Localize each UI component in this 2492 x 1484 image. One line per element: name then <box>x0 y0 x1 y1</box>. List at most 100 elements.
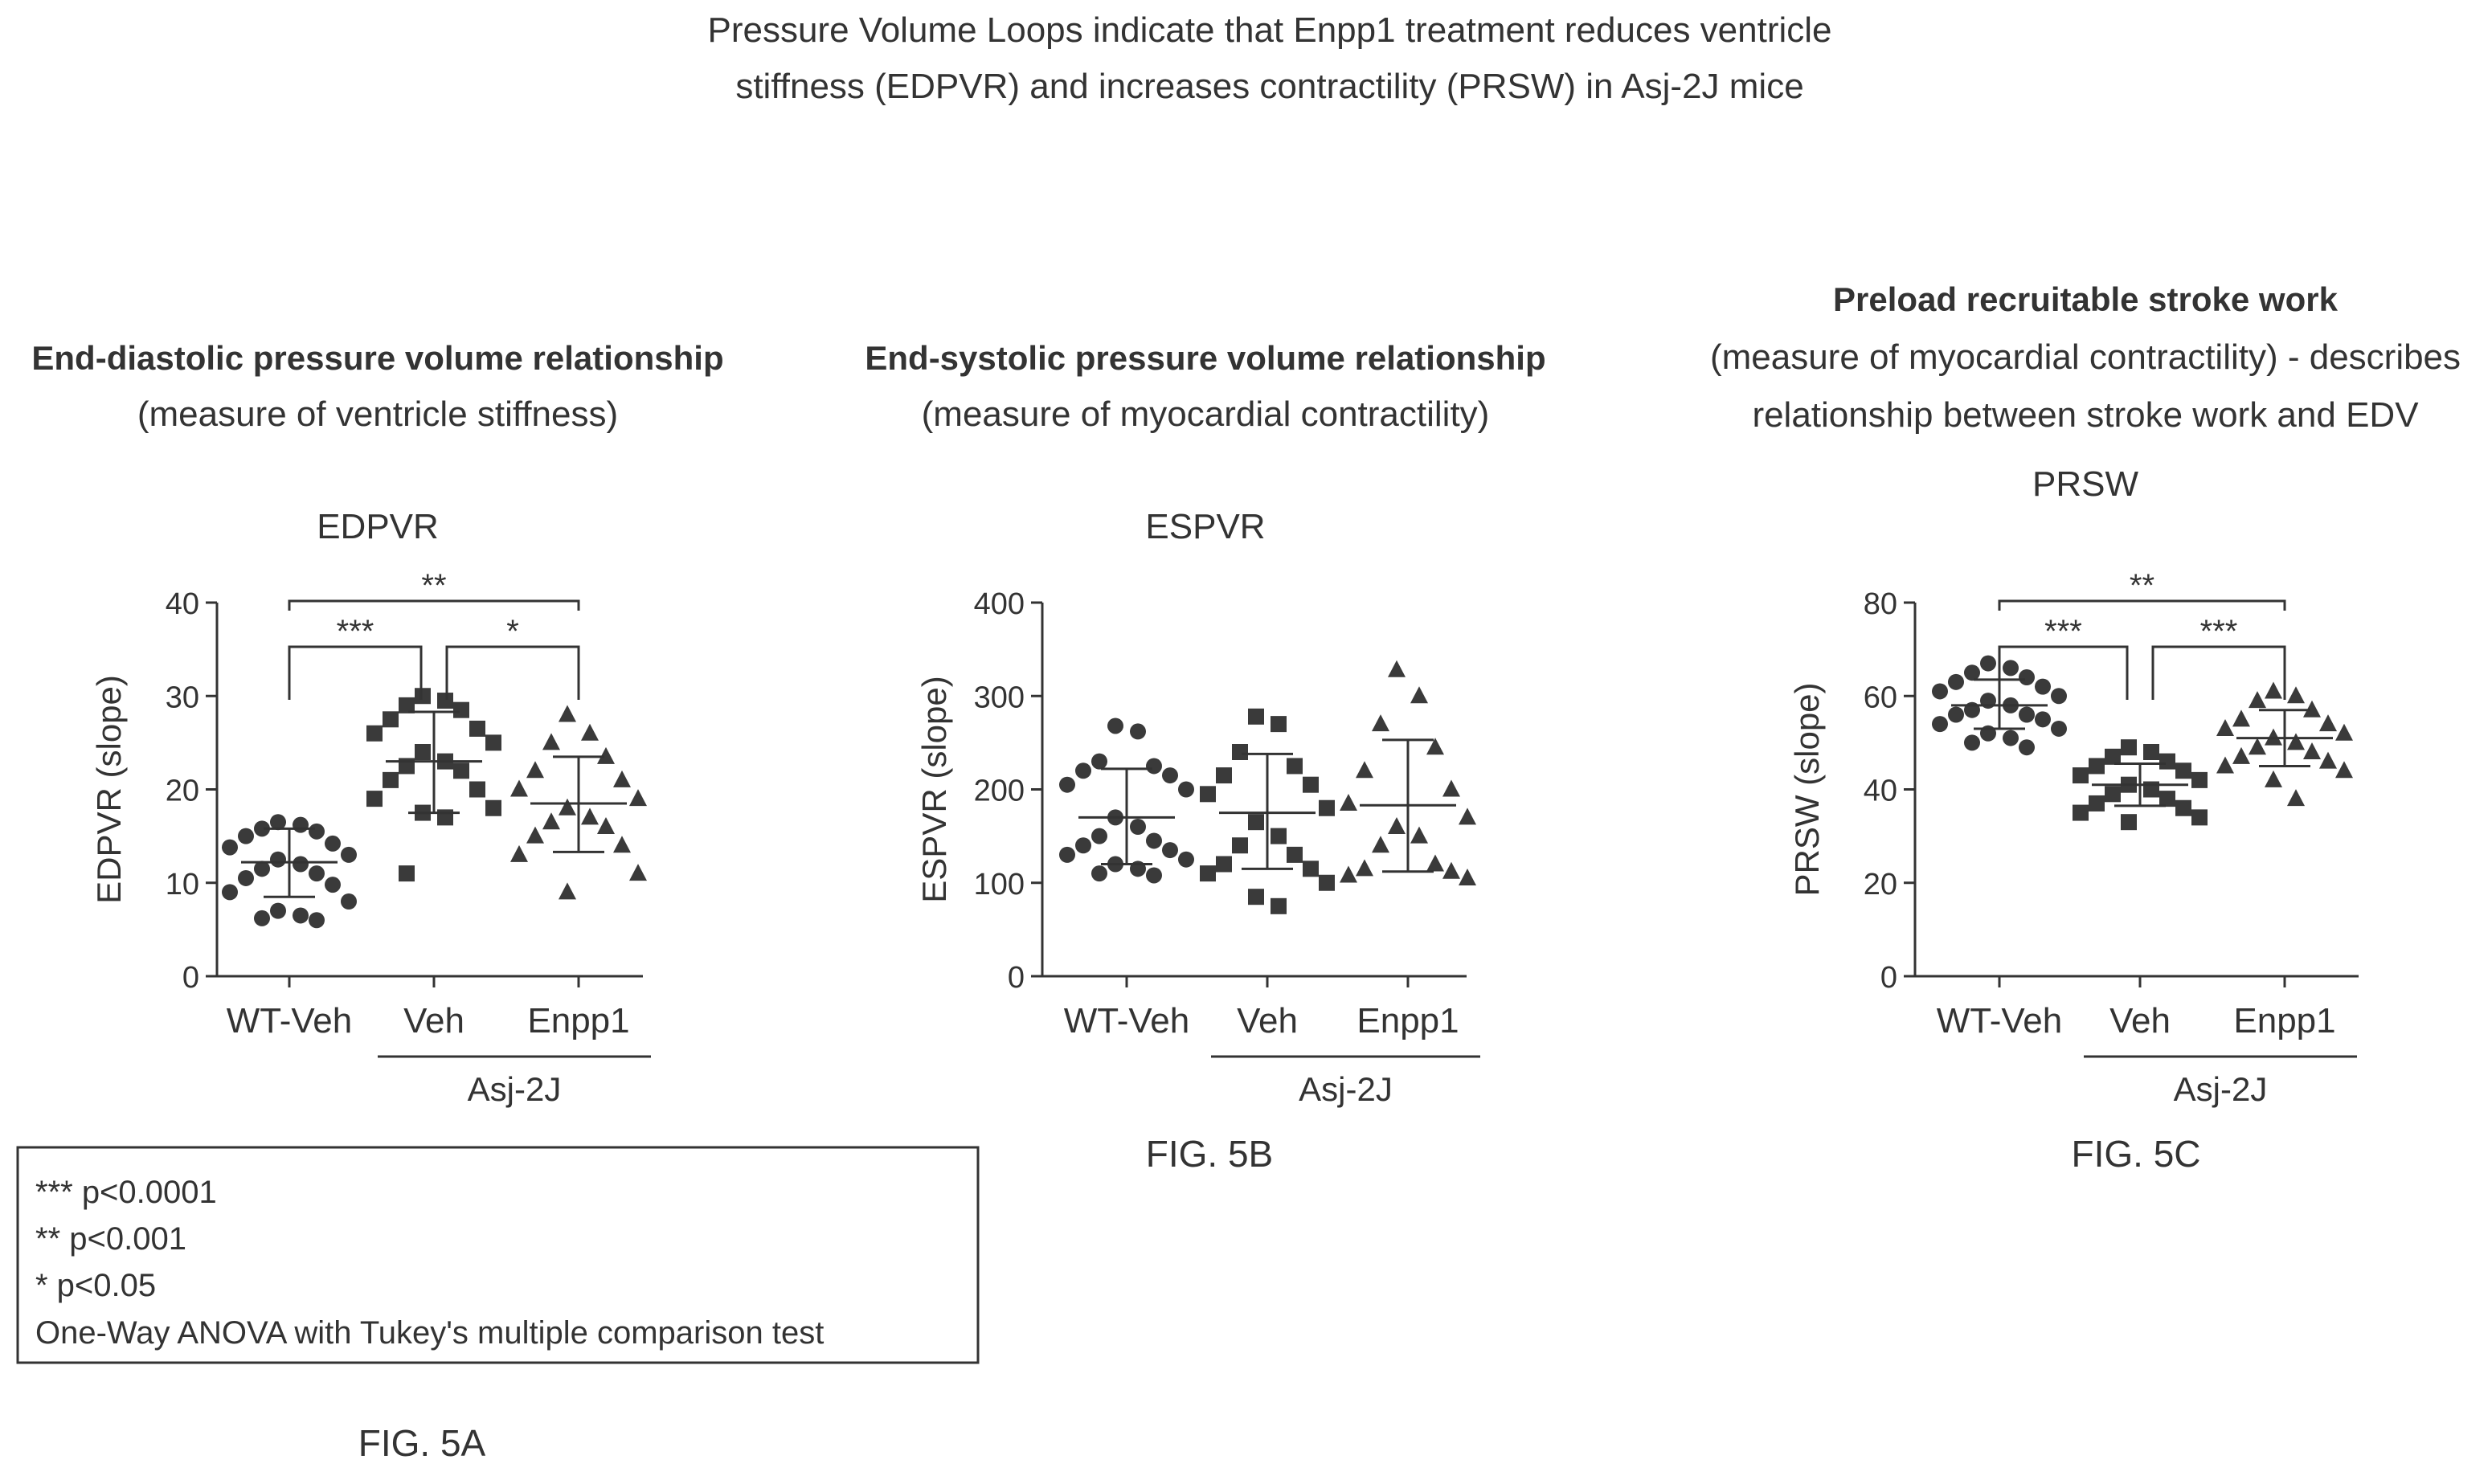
data-point-espvr-enpp1 <box>1388 660 1406 677</box>
data-point-prsw-enpp1 <box>2335 761 2353 779</box>
y-tick-label: 60 <box>1864 681 1897 714</box>
data-point-espvr-veh <box>1232 837 1248 854</box>
data-point-prsw-wt-veh <box>1980 655 1996 672</box>
data-point-edpvr-wt-veh <box>293 816 309 833</box>
significance-stars: * <box>506 614 519 649</box>
data-point-espvr-enpp1 <box>1459 807 1476 825</box>
data-point-edpvr-veh <box>383 711 399 728</box>
x-tick-label-veh: Veh <box>403 1001 464 1040</box>
y-tick-label: 80 <box>1864 587 1897 621</box>
data-point-prsw-veh <box>2143 744 2159 760</box>
figure-label: FIG. 5B <box>1146 1133 1273 1175</box>
data-point-edpvr-veh <box>453 762 469 779</box>
chart-heading: Preload recruitable stroke work <box>1833 280 2339 318</box>
data-point-espvr-enpp1 <box>1410 826 1428 844</box>
data-point-edpvr-veh <box>453 701 469 718</box>
x-tick-label-veh: Veh <box>2109 1001 2171 1040</box>
data-point-espvr-wt-veh <box>1059 776 1075 793</box>
data-point-prsw-wt-veh <box>2035 678 2051 695</box>
group-label: Asj-2J <box>1299 1070 1393 1108</box>
data-point-espvr-wt-veh <box>1107 717 1123 734</box>
x-tick-label-enpp1: Enpp1 <box>2233 1001 2335 1040</box>
data-point-prsw-veh <box>2105 748 2121 765</box>
data-point-edpvr-enpp1 <box>581 807 599 825</box>
data-point-edpvr-wt-veh <box>293 907 309 924</box>
data-point-prsw-enpp1 <box>2303 700 2321 717</box>
data-point-espvr-veh <box>1303 776 1319 793</box>
x-tick-label-wt-veh: WT-Veh <box>227 1001 353 1040</box>
data-point-prsw-veh <box>2121 739 2137 756</box>
data-point-espvr-enpp1 <box>1459 868 1476 885</box>
data-point-prsw-wt-veh <box>1964 734 1980 751</box>
data-point-edpvr-wt-veh <box>309 823 325 840</box>
figure-label: FIG. 5A <box>358 1422 486 1464</box>
data-point-espvr-wt-veh <box>1075 837 1091 854</box>
data-point-edpvr-enpp1 <box>629 789 647 807</box>
data-point-edpvr-enpp1 <box>597 746 615 764</box>
data-point-espvr-enpp1 <box>1442 861 1460 879</box>
data-point-edpvr-wt-veh <box>222 839 238 856</box>
data-point-prsw-wt-veh <box>2003 660 2019 677</box>
data-point-prsw-veh <box>2159 791 2175 807</box>
y-tick-label: 0 <box>182 961 199 995</box>
data-point-edpvr-wt-veh <box>270 851 286 868</box>
legend-line-3: * p<0.05 <box>35 1268 156 1303</box>
data-point-espvr-wt-veh <box>1162 767 1178 784</box>
legend-line-2: ** p<0.001 <box>35 1221 186 1257</box>
data-point-espvr-enpp1 <box>1442 779 1460 797</box>
legend-line-1: *** p<0.0001 <box>35 1175 217 1210</box>
data-point-espvr-enpp1 <box>1372 836 1389 853</box>
data-point-prsw-enpp1 <box>2216 718 2234 736</box>
data-point-prsw-veh <box>2089 795 2105 811</box>
data-point-prsw-wt-veh <box>2019 739 2035 756</box>
data-point-prsw-veh <box>2073 767 2089 784</box>
data-point-espvr-veh <box>1287 846 1303 863</box>
data-point-espvr-veh <box>1271 828 1287 844</box>
data-point-prsw-enpp1 <box>2287 686 2305 704</box>
data-point-prsw-enpp1 <box>2249 738 2266 755</box>
data-point-prsw-veh <box>2105 786 2121 803</box>
data-point-prsw-veh <box>2089 758 2105 775</box>
data-point-edpvr-wt-veh <box>325 877 341 893</box>
data-point-edpvr-wt-veh <box>270 902 286 919</box>
data-point-espvr-veh <box>1287 758 1303 775</box>
data-point-espvr-veh <box>1232 744 1248 760</box>
page-title-line-1: Pressure Volume Loops indicate that Enpp… <box>707 10 1831 50</box>
significance-stars: ** <box>2130 568 2154 603</box>
data-point-prsw-enpp1 <box>2265 681 2282 699</box>
data-point-edpvr-wt-veh <box>254 820 270 837</box>
data-point-espvr-veh <box>1271 897 1287 914</box>
x-tick-label-enpp1: Enpp1 <box>527 1001 629 1040</box>
data-point-espvr-veh <box>1248 708 1264 725</box>
data-point-prsw-veh <box>2073 804 2089 821</box>
data-point-edpvr-wt-veh <box>293 856 309 873</box>
data-point-edpvr-veh <box>485 734 501 751</box>
significance-stars: *** <box>2200 614 2238 649</box>
significance-stars: *** <box>2044 614 2082 649</box>
data-point-prsw-veh <box>2121 814 2137 831</box>
y-tick-label: 30 <box>166 681 199 714</box>
data-point-edpvr-enpp1 <box>559 798 576 816</box>
data-point-edpvr-enpp1 <box>510 779 528 797</box>
data-point-prsw-enpp1 <box>2319 714 2337 732</box>
data-point-espvr-wt-veh <box>1162 842 1178 859</box>
x-tick-label-wt-veh: WT-Veh <box>1937 1001 2063 1040</box>
page-title-line-2: stiffness (EDPVR) and increases contract… <box>735 67 1803 106</box>
data-point-prsw-wt-veh <box>1964 664 1980 681</box>
data-point-edpvr-veh <box>469 720 485 737</box>
chart-subheading: (measure of myocardial contractility) <box>922 395 1490 434</box>
legend-line-4: One-Way ANOVA with Tukey's multiple comp… <box>35 1315 824 1351</box>
data-point-espvr-wt-veh <box>1130 819 1146 835</box>
data-point-edpvr-veh <box>366 791 383 807</box>
data-point-espvr-veh <box>1319 874 1335 891</box>
data-point-prsw-wt-veh <box>2019 669 2035 685</box>
data-point-edpvr-veh <box>383 771 399 788</box>
y-tick-label: 300 <box>974 681 1025 714</box>
data-point-espvr-veh <box>1200 865 1216 882</box>
chart-subheading: (measure of ventricle stiffness) <box>137 395 618 434</box>
y-axis-label: PRSW (slope) <box>1788 682 1826 896</box>
data-point-prsw-wt-veh <box>2019 706 2035 723</box>
data-point-prsw-wt-veh <box>1932 683 1948 700</box>
chart-heading: End-diastolic pressure volume relationsh… <box>31 339 723 377</box>
data-point-espvr-enpp1 <box>1356 761 1373 779</box>
